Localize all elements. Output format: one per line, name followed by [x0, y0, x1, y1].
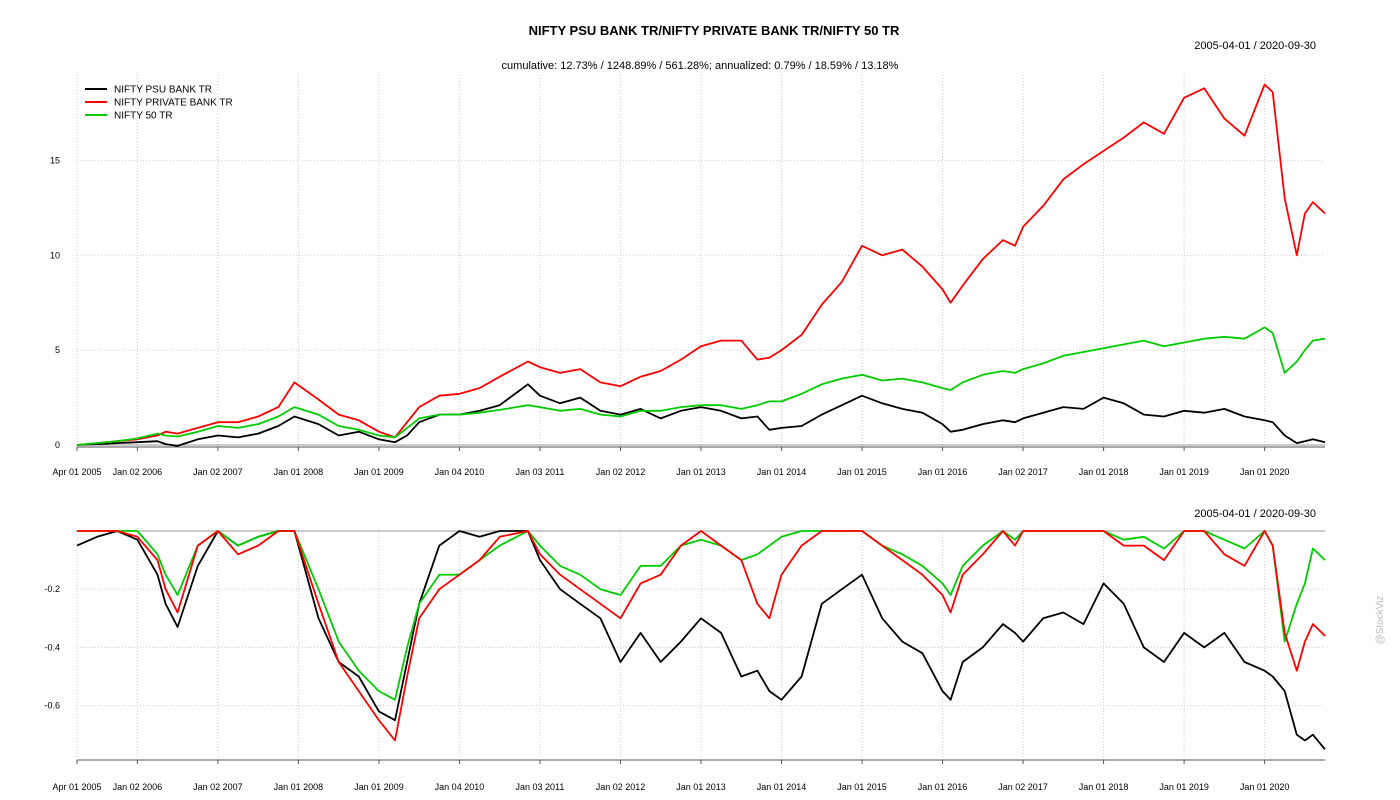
series-line-nifty-private-bank-tr [76, 83, 1326, 446]
x-tick-label: Jan 01 2008 [274, 467, 324, 477]
y-tick-label: -0.6 [44, 701, 60, 711]
x-tick-label: Apr 01 2005 [52, 467, 101, 477]
y-tick-label: -0.4 [44, 642, 60, 652]
x-tick-label: Jan 01 2020 [1240, 782, 1290, 792]
top-date-range: 2005-04-01 / 2020-09-30 [1194, 40, 1316, 52]
bottom-date-range: 2005-04-01 / 2020-09-30 [1194, 508, 1316, 520]
x-tick-label: Jan 01 2016 [918, 782, 968, 792]
x-tick-label: Jan 01 2015 [837, 467, 887, 477]
x-tick-label: Jan 01 2013 [676, 782, 726, 792]
x-tick-label: Jan 01 2009 [354, 467, 404, 477]
y-tick-label: 15 [50, 155, 60, 165]
x-tick-label: Jan 02 2006 [113, 467, 163, 477]
x-tick-label: Jan 02 2012 [596, 782, 646, 792]
legend-label: NIFTY PRIVATE BANK TR [114, 98, 233, 109]
x-tick-label: Jan 01 2019 [1159, 467, 1209, 477]
chart-title: NIFTY PSU BANK TR/NIFTY PRIVATE BANK TR/… [529, 23, 900, 38]
x-tick-label: Jan 02 2007 [193, 782, 243, 792]
series-line-nifty-50-tr [76, 326, 1326, 446]
x-tick-label: Jan 04 2010 [435, 782, 485, 792]
drawdown-panel: Apr 01 2005 Jan 02 2006 Jan 02 2007 Jan 01 … [44, 530, 1326, 792]
x-tick-label: Jan 01 2019 [1159, 782, 1209, 792]
x-tick-label: Jan 02 2017 [998, 782, 1048, 792]
x-tick-label: Jan 02 2012 [596, 467, 646, 477]
series-line-nifty-psu-bank-tr [76, 383, 1326, 447]
x-tick-label: Jan 01 2018 [1079, 467, 1129, 477]
x-tick-label: Jan 02 2006 [113, 782, 163, 792]
x-tick-label: Apr 01 2005 [52, 782, 101, 792]
y-tick-label: 5 [55, 345, 60, 355]
series-line-nifty-private-bank-tr [77, 530, 1326, 742]
y-tick-label: -0.2 [44, 584, 60, 594]
x-tick-label: Jan 01 2014 [757, 467, 807, 477]
series-line-nifty-psu-bank-tr [76, 530, 1326, 750]
chart-subtitle: cumulative: 12.73% / 1248.89% / 561.28%;… [502, 60, 899, 72]
x-tick-label: Jan 01 2020 [1240, 467, 1290, 477]
x-tick-label: Jan 01 2014 [757, 782, 807, 792]
x-tick-label: Jan 01 2015 [837, 782, 887, 792]
y-tick-label: 10 [50, 250, 60, 260]
x-tick-label: Jan 01 2008 [274, 782, 324, 792]
legend-label: NIFTY 50 TR [114, 111, 173, 122]
x-tick-label: Jan 04 2010 [435, 467, 485, 477]
legend-label: NIFTY PSU BANK TR [114, 85, 212, 96]
x-tick-label: Jan 01 2013 [676, 467, 726, 477]
x-tick-label: Jan 02 2017 [998, 467, 1048, 477]
watermark: @StockViz [1375, 596, 1386, 645]
x-tick-label: Jan 01 2016 [918, 467, 968, 477]
x-tick-label: Jan 03 2011 [516, 782, 565, 792]
y-tick-label: 0 [55, 440, 60, 450]
x-tick-label: Jan 01 2009 [354, 782, 404, 792]
x-tick-label: Jan 02 2007 [193, 467, 243, 477]
cumulative-returns-panel: Apr 01 2005 Jan 02 2006 Jan 02 2007 Jan 01 … [50, 75, 1326, 477]
x-tick-label: Jan 01 2018 [1079, 782, 1129, 792]
x-tick-label: Jan 03 2011 [516, 467, 565, 477]
